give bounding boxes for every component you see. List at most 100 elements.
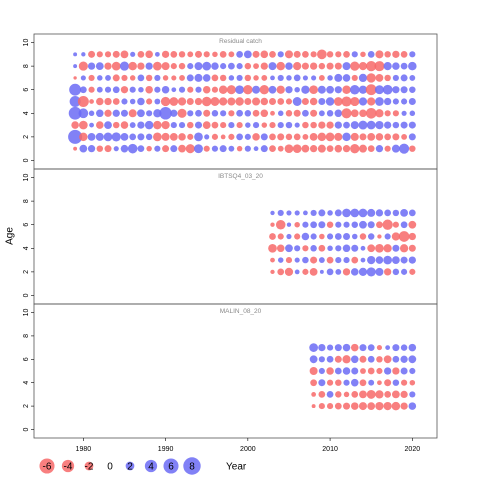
bubble — [194, 50, 203, 58]
bubble — [112, 50, 120, 58]
bubble — [326, 51, 334, 58]
bubble — [73, 52, 78, 57]
bubble — [268, 62, 277, 71]
bubble — [409, 86, 416, 93]
bubble — [409, 268, 416, 275]
bubble — [327, 233, 334, 240]
bubble — [335, 391, 342, 398]
bubble — [235, 85, 244, 95]
bubble — [334, 109, 343, 118]
bubble — [375, 133, 384, 141]
bubble — [87, 145, 96, 153]
bubble — [366, 389, 376, 399]
bubble — [384, 121, 392, 129]
bubble — [408, 232, 416, 241]
bubble — [375, 97, 384, 106]
y-tick-label: 6 — [23, 357, 30, 361]
bubble — [244, 133, 251, 140]
bubble — [384, 209, 392, 217]
bubble — [301, 97, 309, 106]
bubble — [409, 391, 416, 398]
bubble — [311, 404, 316, 409]
bubble — [326, 121, 334, 129]
bubble — [159, 107, 172, 120]
bubble — [284, 267, 294, 277]
bubble — [270, 257, 275, 263]
bubble — [145, 62, 153, 70]
bubble — [244, 110, 252, 117]
bubble — [310, 51, 317, 58]
bubble — [384, 367, 392, 375]
bubble — [270, 110, 275, 116]
bubble — [253, 63, 259, 70]
bubble — [343, 391, 350, 398]
bubble — [326, 110, 334, 117]
bubble — [350, 378, 359, 387]
bubble — [383, 255, 392, 265]
bubble — [375, 50, 384, 59]
legend-label: -2 — [85, 462, 94, 473]
bubble — [187, 51, 194, 58]
bubble — [335, 257, 342, 264]
bubble — [144, 120, 154, 130]
bubble — [343, 50, 350, 58]
bubble — [195, 86, 202, 93]
bubble — [401, 110, 407, 116]
bubble — [277, 257, 284, 263]
bubble — [409, 145, 416, 152]
y-tick-label: 2 — [23, 270, 30, 274]
bubble — [374, 61, 385, 72]
bubble — [367, 208, 376, 217]
bubble — [400, 221, 408, 229]
bubble — [120, 132, 129, 141]
bubble — [309, 355, 318, 364]
bubble — [104, 145, 112, 153]
bubble — [111, 132, 121, 142]
bubble — [359, 344, 367, 352]
bubble — [277, 268, 285, 276]
bubble — [270, 222, 275, 227]
bubble — [113, 121, 120, 129]
bubble — [88, 86, 95, 93]
chart-panels: Residual catch 0 2 4 6 8 10 IBTSQ4_03_20 0 2 4 6 8 10… — [23, 33, 438, 439]
bubble — [211, 133, 219, 140]
bubble — [203, 145, 210, 152]
bubble — [311, 392, 317, 397]
bubble — [375, 145, 384, 153]
bubble — [161, 85, 170, 94]
bubble — [326, 62, 334, 70]
bubble — [146, 98, 153, 105]
bubble — [325, 97, 335, 106]
bubble — [294, 233, 301, 240]
bubble — [276, 85, 285, 94]
bubble — [310, 379, 317, 387]
x-axis: 1980 1990 2000 2010 2020 — [76, 438, 420, 453]
bubble — [335, 221, 342, 228]
bubble — [392, 74, 399, 81]
legend-bubble — [144, 459, 158, 473]
bubble — [128, 61, 137, 71]
bubble — [226, 85, 236, 95]
legend-bubble — [125, 461, 135, 471]
bubble — [400, 62, 408, 70]
bubble — [400, 209, 408, 217]
bubble — [342, 208, 351, 218]
bubble — [408, 61, 417, 71]
bubble — [244, 97, 252, 106]
y-tick-label: 6 — [23, 88, 30, 92]
y-axis-label: Age — [5, 227, 16, 245]
bubble — [177, 97, 187, 106]
bubble — [400, 74, 408, 82]
bubble — [392, 86, 400, 94]
bubble — [211, 74, 219, 82]
bubble — [327, 344, 334, 351]
bubble — [392, 133, 400, 141]
bubble — [358, 144, 367, 153]
bubble — [367, 221, 375, 229]
bubble — [187, 110, 194, 117]
bubble — [154, 86, 161, 93]
bubble — [244, 145, 251, 152]
bubble — [375, 390, 384, 399]
bubble — [318, 209, 326, 217]
y-tick-label: 10 — [23, 174, 30, 182]
